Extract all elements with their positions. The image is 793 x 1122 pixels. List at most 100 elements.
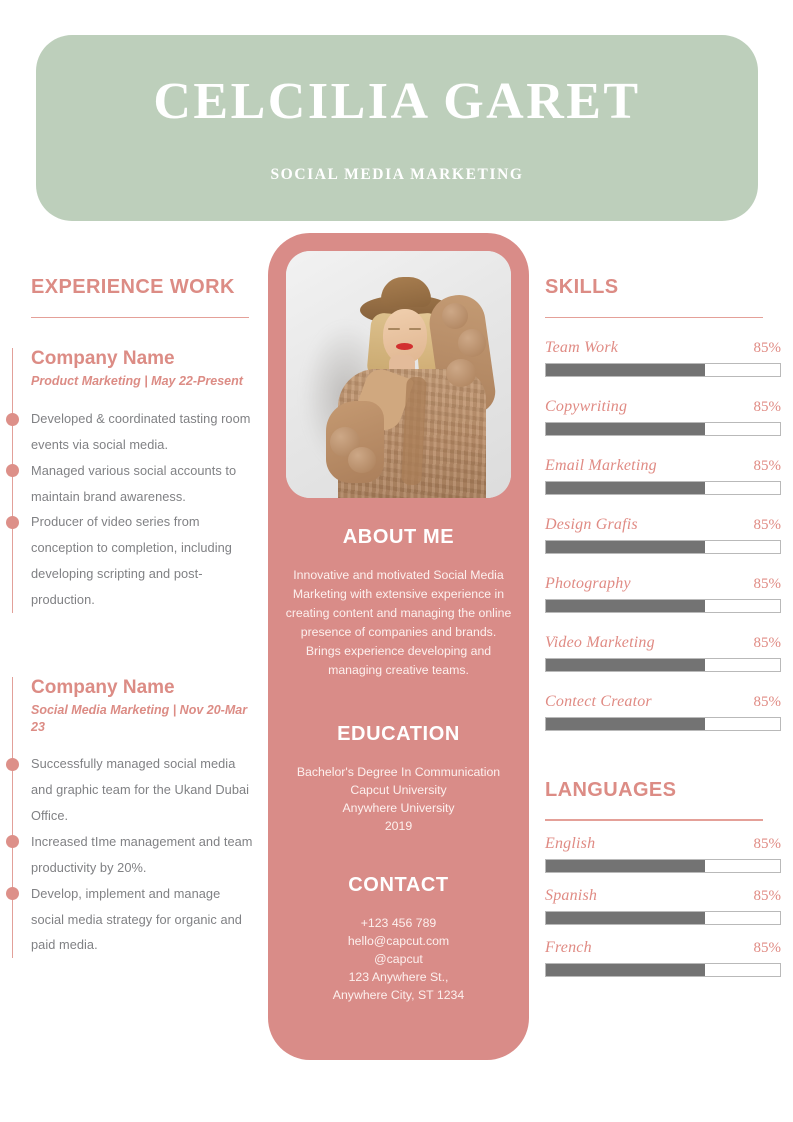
hat-crown-shape [381,277,431,307]
skill-bar-track [545,599,781,614]
skill-bar-fill [546,718,706,731]
skill-label: Design Grafis [545,516,638,534]
skill-bar-row: Email Marketing 85% [545,457,793,496]
skill-bar-row: Copywriting 85% [545,398,793,437]
skill-label-line: Photography 85% [545,575,781,593]
skills-column: SKILLS Team Work 85% Copywriting 85% Email M… [545,276,793,977]
experience-column: EXPERIENCE WORK Company Name Product Mark… [0,276,262,958]
skill-bar-row: Photography 85% [545,575,793,614]
skills-heading: SKILLS [545,276,619,298]
skill-label-line: Video Marketing 85% [545,634,781,652]
languages-heading: LANGUAGES [545,779,677,802]
education-text: Bachelor's Degree In Communication Capcut… [296,765,501,833]
experience-bullet: Producer of video series from conception… [31,514,232,608]
skill-bar-fill [546,541,706,554]
skill-bar-fill [546,963,706,976]
languages-bar-chart: English 85% Spanish 85% French 85% [545,835,793,977]
skill-label: Contect Creator [545,693,652,711]
knit-puff-shape [446,359,476,387]
experience-company: Company Name [31,676,175,698]
skill-label-line: Spanish 85% [545,887,781,905]
skill-bar-fill [546,859,706,872]
experience-item: Company Name Social Media Marketing | Nov… [0,677,262,958]
contact-text: +123 456 789 hello@capcut.com @capcut 123 A… [332,916,465,1002]
skill-value: 85% [753,887,782,904]
skill-bar-fill [546,482,706,495]
lips-shape [396,343,413,350]
skill-bar-row: French 85% [545,939,793,977]
experience-item: Company Name Product Marketing | May 22-P… [0,348,262,612]
experience-bullet: Managed various social accounts to maint… [31,462,237,504]
profile-photo [286,251,511,498]
skill-bar-row: English 85% [545,835,793,873]
skill-label-line: English 85% [545,835,781,853]
timeline-dot [5,887,19,901]
skill-bar-track [545,858,781,873]
skill-bar-fill [546,364,706,377]
skill-bar-fill [546,423,706,436]
knit-puff-shape [442,303,468,329]
profile-panel: ABOUT ME Innovative and motivated Social… [268,233,529,1060]
skill-bar-fill [546,600,706,613]
skill-value: 85% [753,939,782,956]
skill-bar-track [545,910,781,925]
timeline-dot [5,412,19,426]
experience-bullet: Successfully managed social media and gr… [31,756,250,824]
skill-label-line: Contect Creator 85% [545,693,781,711]
knit-puff-shape [348,447,376,473]
about-heading: ABOUT ME [342,526,455,548]
header-banner: CELCILIA GARET SOCIAL MEDIA MARKETING [36,35,758,221]
skills-bar-chart: Team Work 85% Copywriting 85% Email Marketin… [545,339,793,732]
about-text: Innovative and motivated Social Media Ma… [285,568,512,677]
experience-role-dates: Product Marketing | May 22-Present [31,374,243,389]
about-section: ABOUT ME Innovative and motivated Social… [268,526,529,680]
education-section: EDUCATION Bachelor's Degree In Communica… [268,723,529,836]
experience-company: Company Name [31,348,175,370]
skill-bar-track [545,422,781,437]
skill-value: 85% [753,835,782,852]
skill-bar-track [545,717,781,732]
timeline-rail [11,676,14,959]
skill-bar-track [545,481,781,496]
experience-bullet: Increased tIme management and team produ… [31,833,253,875]
skill-bar-track [545,658,781,673]
skill-value: 85% [753,399,782,416]
timeline-dot [5,757,19,771]
timeline-dot [5,835,19,849]
eyebrow-left-shape [388,328,400,330]
contact-section: CONTACT +123 456 789 hello@capcut.com @cap… [268,874,529,1005]
skills-divider [545,317,763,319]
skill-bar-track [545,962,781,977]
skill-value: 85% [753,576,782,593]
eyebrow-right-shape [409,328,421,330]
skill-bar-row: Design Grafis 85% [545,516,793,555]
skill-bar-fill [546,911,706,924]
timeline-dot [5,464,19,478]
face-shape [383,309,427,363]
timeline-rail [11,348,14,613]
education-heading: EDUCATION [337,723,460,745]
experience-bullet: Developed & coordinated tasting room eve… [31,411,251,452]
skill-bar-track [545,363,781,378]
skill-bar-fill [546,659,706,672]
skill-label: French [545,938,592,956]
experience-list: Company Name Product Marketing | May 22-P… [0,348,262,958]
skill-label-line: Design Grafis 85% [545,516,781,534]
skill-label: Copywriting [545,398,628,416]
skill-value: 85% [753,517,782,534]
skill-label-line: Team Work 85% [545,339,781,357]
skill-bar-row: Team Work 85% [545,339,793,378]
experience-bullet-list: Successfully managed social media and gr… [31,751,253,958]
skill-label-line: French 85% [545,939,781,957]
skill-label: Photography [545,575,631,593]
skill-bar-row: Contect Creator 85% [545,693,793,732]
skill-value: 85% [753,458,782,475]
page-title: CELCILIA GARET [153,73,641,130]
experience-divider [31,317,249,319]
skill-value: 85% [753,635,782,652]
contact-heading: CONTACT [348,874,449,896]
experience-bullet-list: Developed & coordinated tasting room eve… [31,406,253,613]
skill-label: English [545,834,596,852]
knit-puff-shape [458,329,486,357]
skill-label: Team Work [545,339,619,357]
